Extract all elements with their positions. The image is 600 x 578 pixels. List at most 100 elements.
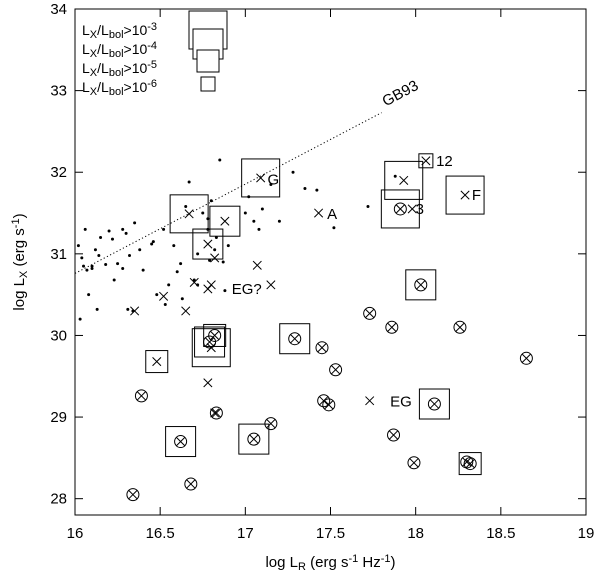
legend-entry-part: -5: [147, 59, 157, 71]
lx-ratio-box: [418, 388, 450, 420]
cross-point: [189, 277, 199, 287]
legend-entry-part: >10: [124, 41, 148, 57]
dot-point: [184, 205, 188, 209]
circled-cross-point-stroke: [388, 430, 399, 440]
lx-ratio-box: [405, 269, 437, 301]
circled-cross-point-circle: [264, 417, 278, 431]
boxed-circled-cross-point-stroke: [205, 337, 215, 347]
circled-cross-point-stroke: [211, 408, 221, 418]
lx-ratio-box: [241, 158, 281, 198]
y-tick-label: 34: [50, 1, 67, 18]
dot-point: [214, 236, 218, 240]
cross-point: [181, 306, 191, 316]
circled-cross-point-stroke: [462, 457, 472, 467]
dot-point: [83, 227, 87, 231]
boxed-circled-cross-point-stroke: [176, 436, 186, 447]
boxed-circled-cross-point-circle: [208, 328, 222, 342]
cross-point-stroke: [189, 277, 199, 287]
cross-point-stroke: [130, 306, 140, 316]
annotation-label: 3: [416, 201, 424, 218]
circled-cross-point: [519, 351, 533, 365]
lx-ratio-box: [191, 328, 231, 368]
boxed-cross-point-stroke: [460, 190, 470, 200]
circled-cross-point-stroke: [317, 343, 327, 353]
dot-point: [90, 267, 94, 271]
legend-entry: LX/Lbol>10-5: [82, 59, 157, 79]
legend-entry-part: -3: [147, 21, 157, 33]
dot-point: [315, 188, 319, 192]
legend-entry-part: bol: [109, 67, 124, 79]
x-tick-label: 17.5: [316, 525, 345, 542]
cross-point: [365, 396, 375, 406]
cross-point: [130, 306, 140, 316]
x-axis-title-part: (erg s: [306, 554, 349, 571]
lx-ratio-box: [238, 423, 270, 455]
cross-point: [252, 260, 262, 270]
x-axis-title-part: R: [298, 561, 306, 573]
boxed-cross-point-stroke: [184, 209, 194, 219]
y-tick-label: 33: [50, 83, 67, 100]
annotation-label: EG?: [232, 281, 262, 298]
legend-entry-part: bol: [109, 86, 124, 98]
dot-point: [175, 270, 179, 274]
lx-ratio-box: [279, 323, 311, 355]
boxed-circled-cross-point: [393, 202, 407, 216]
annotation-label: 12: [436, 153, 453, 170]
legend-entry-part: /L: [97, 22, 109, 38]
boxed-circled-cross-point-circle: [174, 435, 188, 449]
dot-point: [121, 227, 125, 231]
annotation-label: A: [327, 206, 337, 223]
circled-cross-point-circle: [209, 406, 223, 420]
circled-cross-point-stroke: [319, 396, 329, 406]
circled-cross-point-stroke: [521, 353, 531, 363]
dot-point: [141, 268, 145, 272]
legend: LX/Lbol>10-3LX/Lbol>10-4LX/Lbol>10-5LX/L…: [82, 10, 228, 98]
boxed-cross-point-stroke: [206, 343, 216, 353]
cross-point-stroke: [203, 378, 213, 388]
gb93-label: GB93: [379, 77, 421, 110]
circled-cross-point-circle: [519, 351, 533, 365]
legend-entry: LX/Lbol>10-4: [82, 40, 157, 60]
cross-point: [210, 253, 220, 263]
dot-point: [252, 219, 256, 223]
dot-point: [192, 278, 196, 282]
dot-point: [303, 187, 307, 191]
boxed-circled-cross-point-circle: [414, 278, 428, 292]
cross-point: [407, 204, 417, 214]
dot-point: [155, 293, 159, 297]
circled-cross-point: [329, 363, 343, 377]
dot-point: [76, 244, 80, 248]
dot-point: [167, 283, 171, 287]
legend-entry-part: bol: [109, 29, 124, 41]
circled-cross-point-circle: [329, 363, 343, 377]
dot-point: [226, 244, 230, 248]
boxed-circled-cross-point: [427, 397, 441, 411]
dot-point: [291, 170, 295, 174]
dot-point: [243, 211, 247, 215]
cross-point: [206, 280, 216, 290]
legend-entry-part: -4: [147, 40, 157, 52]
data-marks: [76, 153, 533, 502]
circled-cross-point-stroke: [365, 308, 375, 318]
lx-ratio-box: [165, 426, 197, 458]
boxed-cross-point-stroke: [399, 175, 409, 185]
boxed-circled-cross-point: [208, 328, 222, 342]
dot-point: [162, 227, 166, 231]
annotations: G A 3 12 F EG? EG: [232, 153, 481, 411]
legend-entry-part: /L: [97, 41, 109, 57]
x-axis-title-part: Hz: [358, 554, 381, 571]
lx-ratio-box: [145, 350, 169, 374]
circled-cross-point: [134, 389, 148, 403]
lx-ratio-box: [203, 323, 227, 347]
boxed-circled-cross-point-stroke: [416, 280, 426, 290]
cross-point-stroke: [314, 208, 324, 218]
cross-point-stroke: [252, 260, 262, 270]
circled-cross-point-circle: [407, 456, 421, 470]
circled-cross-point-circle: [315, 341, 329, 355]
boxed-cross-point: [203, 239, 213, 249]
gb93-line: [74, 112, 382, 274]
legend-entry-part: X: [90, 29, 98, 41]
legend-entry-part: /L: [97, 60, 109, 76]
y-axis-title-part: ): [11, 213, 28, 218]
dot-point: [116, 262, 120, 266]
